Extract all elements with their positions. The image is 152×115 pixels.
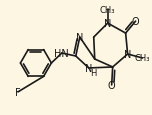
Text: N: N: [85, 63, 92, 73]
Text: O: O: [132, 17, 139, 27]
Text: O: O: [108, 80, 116, 90]
Text: H: H: [91, 69, 97, 78]
Text: HN: HN: [54, 49, 69, 59]
Text: CH₃: CH₃: [100, 6, 115, 14]
Text: F: F: [15, 87, 21, 97]
Text: N: N: [124, 50, 131, 59]
Text: N: N: [76, 33, 83, 43]
Text: CH₃: CH₃: [135, 54, 150, 63]
Text: N: N: [104, 19, 111, 29]
